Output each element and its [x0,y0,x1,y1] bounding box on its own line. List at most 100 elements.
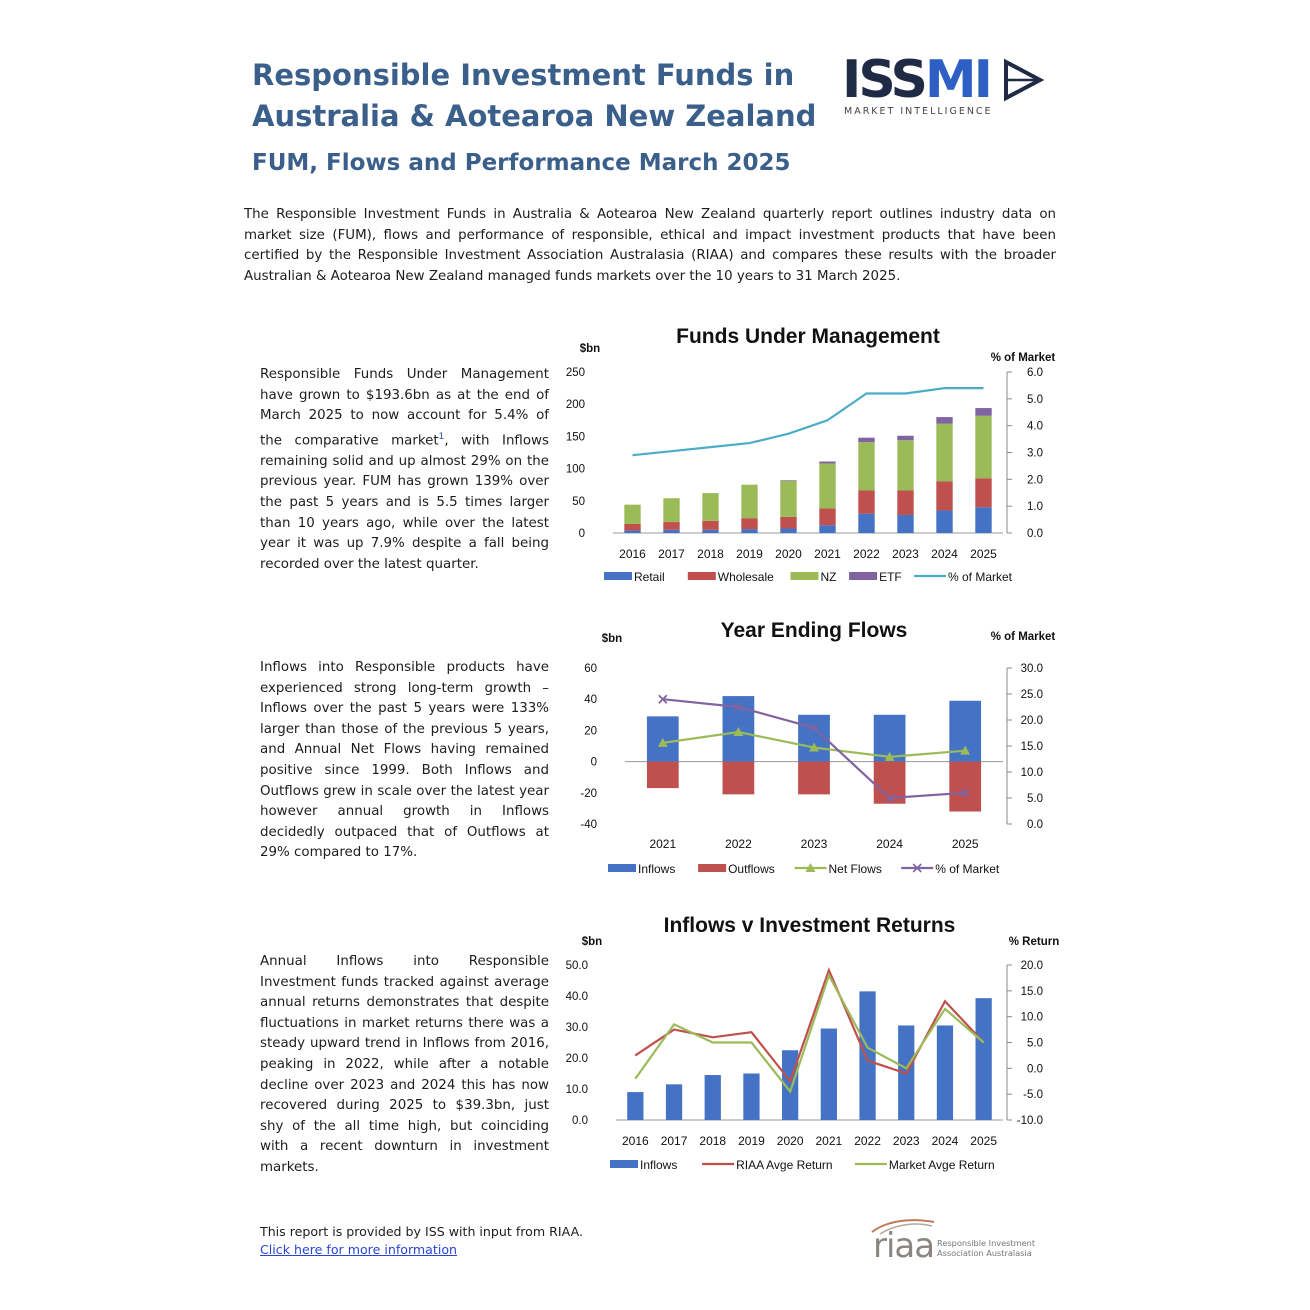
bar-nz [936,423,953,482]
bar-retail [663,529,680,533]
play-arrow-icon [1004,58,1045,102]
legend-wholesale-label: Wholesale [718,570,774,584]
y-tick-label: 0 [591,757,597,769]
bar-wholesale [975,478,992,508]
fum-text-a: Responsible Funds Under Management have … [260,367,549,449]
bar-etf [819,461,836,464]
x-tick-label: 2024 [931,547,958,561]
x-tick-label: 2021 [815,1134,842,1148]
line-net-flows-marker [809,742,819,752]
iss-mi-logo: ISSMI MARKET INTELLIGENCE [842,52,1052,122]
legend--of-market-marker [912,863,922,873]
y2-tick-label: 10.0 [1021,767,1043,779]
bar-etf [780,480,797,481]
logo-mi: MI [924,50,993,110]
y-tick-label: 0 [579,528,585,540]
bar-inflows [743,1073,760,1120]
legend-inflows-swatch [608,864,636,872]
y-axis-label: $bn [580,343,600,355]
legend--of-market-label: % of Market [948,570,1013,584]
riaa-logo: riaa Responsible Investment Association … [868,1214,1058,1266]
bar-nz [663,498,680,523]
x-tick-label: 2019 [736,547,763,561]
line--of-market-marker [733,702,744,712]
report-subtitle: FUM, Flows and Performance March 2025 [252,150,791,176]
returns-chart: Inflows v Investment Returns $bn % Return 0… [560,905,1080,1177]
line-riaa-avge-return [634,967,985,1084]
bar-retail [936,510,953,533]
line--of-market [632,386,984,457]
y2-tick-label: 10.0 [1021,1012,1043,1024]
bar-wholesale [741,518,758,530]
y2-axis-label: % Return [1009,936,1059,948]
bar-wholesale [624,523,641,531]
y-tick-label: 50.0 [566,960,588,972]
bar-outflows [722,761,755,795]
report-title-line2: Australia & Aotearoa New Zealand [252,99,817,133]
logo-iss: ISS [842,50,928,110]
y-tick-label: 100 [566,464,585,476]
x-tick-label: 2020 [775,547,802,561]
intro-paragraph: The Responsible Investment Funds in Aust… [244,207,1056,284]
legend-inflows-swatch [610,1160,638,1168]
x-tick-label: 2016 [622,1134,649,1148]
bar-nz [858,442,875,491]
y-tick-label: 0.0 [572,1115,588,1127]
y2-tick-label: 0.0 [1027,819,1043,831]
y-tick-label: 150 [566,431,585,443]
footnote-ref[interactable]: 1 [438,431,445,442]
y2-tick-label: -5.0 [1023,1089,1043,1101]
legend-market-avge-return-label: Market Avge Return [889,1158,995,1172]
bar-etf [897,435,914,441]
legend-retail-label: Retail [634,570,665,584]
footer: This report is provided by ISS with inpu… [260,1224,583,1257]
y-axis-label: $bn [602,633,622,645]
legend-nz-label: NZ [821,570,837,584]
legend-riaa-avge-return-label: RIAA Avge Return [736,1158,833,1172]
y2-tick-label: 20.0 [1021,715,1043,727]
bar-wholesale [702,520,719,530]
x-tick-label: 2018 [697,547,724,561]
y2-tick-label: -10.0 [1017,1115,1043,1127]
y2-tick-label: 0.0 [1027,1063,1043,1075]
bar-retail [819,525,836,533]
line-net-flows-marker [960,745,971,755]
bar-inflows [665,1084,683,1120]
legend-outflows-label: Outflows [728,862,775,876]
bar-inflows [627,1092,644,1120]
legend-net-flows-label: Net Flows [829,862,882,876]
x-tick-label: 2016 [619,547,646,561]
y-tick-label: 30.0 [566,1022,588,1034]
y2-tick-label: 15.0 [1021,741,1043,753]
bar-inflows [704,1075,721,1120]
legend-inflows-label: Inflows [638,862,675,876]
y2-tick-label: 15.0 [1021,986,1043,998]
bar-inflows [936,1025,954,1120]
bar-retail [624,530,641,533]
x-tick-label: 2025 [952,837,979,851]
legend-wholesale-swatch [687,572,716,580]
x-tick-label: 2023 [892,547,919,561]
legend-net-flows-marker [805,863,816,872]
flows-chart: Year Ending Flows $bn % of Market -40 -20 0 20… [560,612,1080,880]
bar-retail [858,513,875,533]
x-tick-label: 2024 [932,1134,959,1148]
x-tick-label: 2021 [814,547,841,561]
line-market-avge-return [634,972,985,1094]
line--of-market-marker [960,788,970,798]
bar-wholesale [780,516,797,529]
x-tick-label: 2025 [970,1134,997,1148]
bar-etf [936,417,953,424]
legend-nz-swatch [790,572,819,580]
chart-title: Year Ending Flows [721,619,908,642]
y2-tick-label: 4.0 [1027,421,1043,433]
bar-inflows [820,1028,837,1120]
legend-retail-swatch [604,572,632,580]
legend-etf-label: ETF [879,570,902,584]
bar-wholesale [936,481,953,511]
y2-axis-label: % of Market [991,352,1056,364]
more-information-link[interactable]: Click here for more information [260,1242,458,1257]
x-tick-label: 2023 [893,1134,920,1148]
bar-retail [897,514,914,533]
x-tick-label: 2024 [876,837,903,851]
